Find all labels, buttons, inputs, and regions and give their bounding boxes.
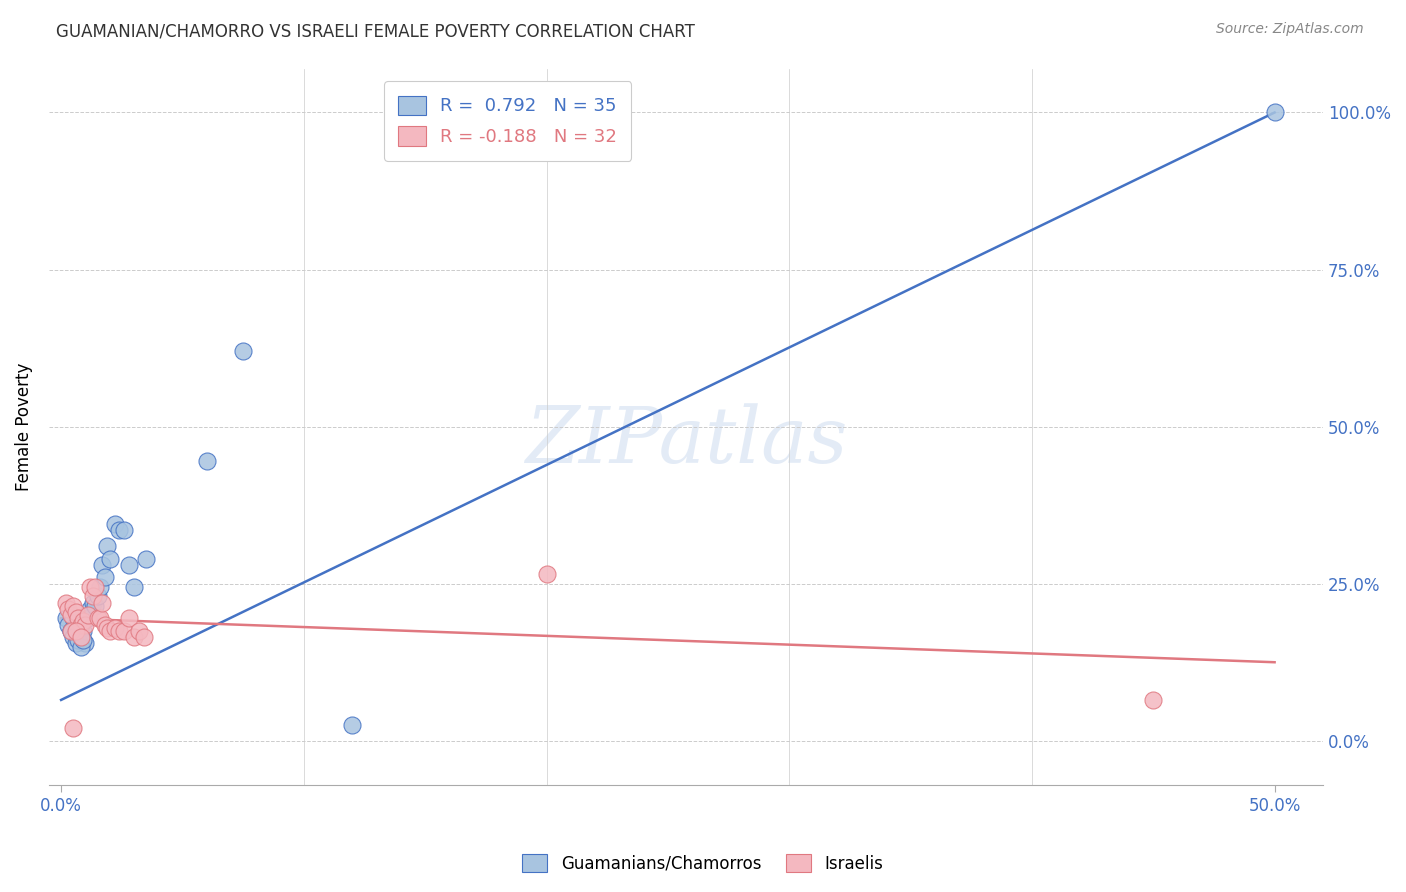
Point xyxy=(98,551,121,566)
Point xyxy=(67,633,90,648)
Point xyxy=(536,567,558,582)
Point xyxy=(69,640,91,654)
Text: GUAMANIAN/CHAMORRO VS ISRAELI FEMALE POVERTY CORRELATION CHART: GUAMANIAN/CHAMORRO VS ISRAELI FEMALE POV… xyxy=(56,22,695,40)
Point xyxy=(135,551,157,566)
Point xyxy=(122,630,145,644)
Point xyxy=(79,602,101,616)
Point xyxy=(122,580,145,594)
Point xyxy=(86,611,108,625)
Point xyxy=(84,580,107,594)
Point xyxy=(69,630,91,644)
Point xyxy=(103,516,125,531)
Point xyxy=(98,624,121,638)
Point xyxy=(91,596,114,610)
Point xyxy=(69,627,91,641)
Point xyxy=(342,718,364,732)
Point xyxy=(1264,105,1286,120)
Point xyxy=(62,611,84,625)
Point xyxy=(89,611,111,625)
Point xyxy=(75,636,97,650)
Point xyxy=(1142,693,1164,707)
Legend: Guamanians/Chamorros, Israelis: Guamanians/Chamorros, Israelis xyxy=(516,847,890,880)
Point xyxy=(55,611,77,625)
Point xyxy=(62,721,84,735)
Point xyxy=(96,621,118,635)
Text: ZIPatlas: ZIPatlas xyxy=(524,403,848,479)
Point xyxy=(79,580,101,594)
Point xyxy=(67,630,90,644)
Point xyxy=(72,624,94,638)
Point xyxy=(84,599,107,613)
Point xyxy=(118,611,141,625)
Legend: R =  0.792   N = 35, R = -0.188   N = 32: R = 0.792 N = 35, R = -0.188 N = 32 xyxy=(384,81,631,161)
Point xyxy=(108,524,131,538)
Point xyxy=(82,596,104,610)
Point xyxy=(59,624,82,638)
Point xyxy=(91,558,114,572)
Point xyxy=(103,621,125,635)
Point xyxy=(72,633,94,648)
Point xyxy=(112,624,135,638)
Point xyxy=(59,608,82,623)
Point xyxy=(232,344,254,359)
Point xyxy=(65,624,87,638)
Point xyxy=(118,558,141,572)
Point xyxy=(94,570,117,584)
Point xyxy=(55,596,77,610)
Point xyxy=(195,454,218,468)
Point xyxy=(58,617,80,632)
Point xyxy=(108,624,131,638)
Text: Source: ZipAtlas.com: Source: ZipAtlas.com xyxy=(1216,22,1364,37)
Point xyxy=(86,589,108,603)
Point xyxy=(62,599,84,613)
Point xyxy=(65,617,87,632)
Point xyxy=(67,611,90,625)
Point xyxy=(76,611,98,625)
Point xyxy=(59,624,82,638)
Point xyxy=(132,630,155,644)
Point xyxy=(59,624,82,638)
Point xyxy=(75,617,97,632)
Point xyxy=(112,524,135,538)
Point xyxy=(62,630,84,644)
Point xyxy=(65,605,87,619)
Point xyxy=(96,539,118,553)
Point xyxy=(69,617,91,632)
Point xyxy=(128,624,150,638)
Point xyxy=(72,615,94,629)
Point xyxy=(94,617,117,632)
Point xyxy=(65,636,87,650)
Y-axis label: Female Poverty: Female Poverty xyxy=(15,362,32,491)
Point xyxy=(58,602,80,616)
Point xyxy=(82,589,104,603)
Point xyxy=(76,608,98,623)
Point xyxy=(89,580,111,594)
